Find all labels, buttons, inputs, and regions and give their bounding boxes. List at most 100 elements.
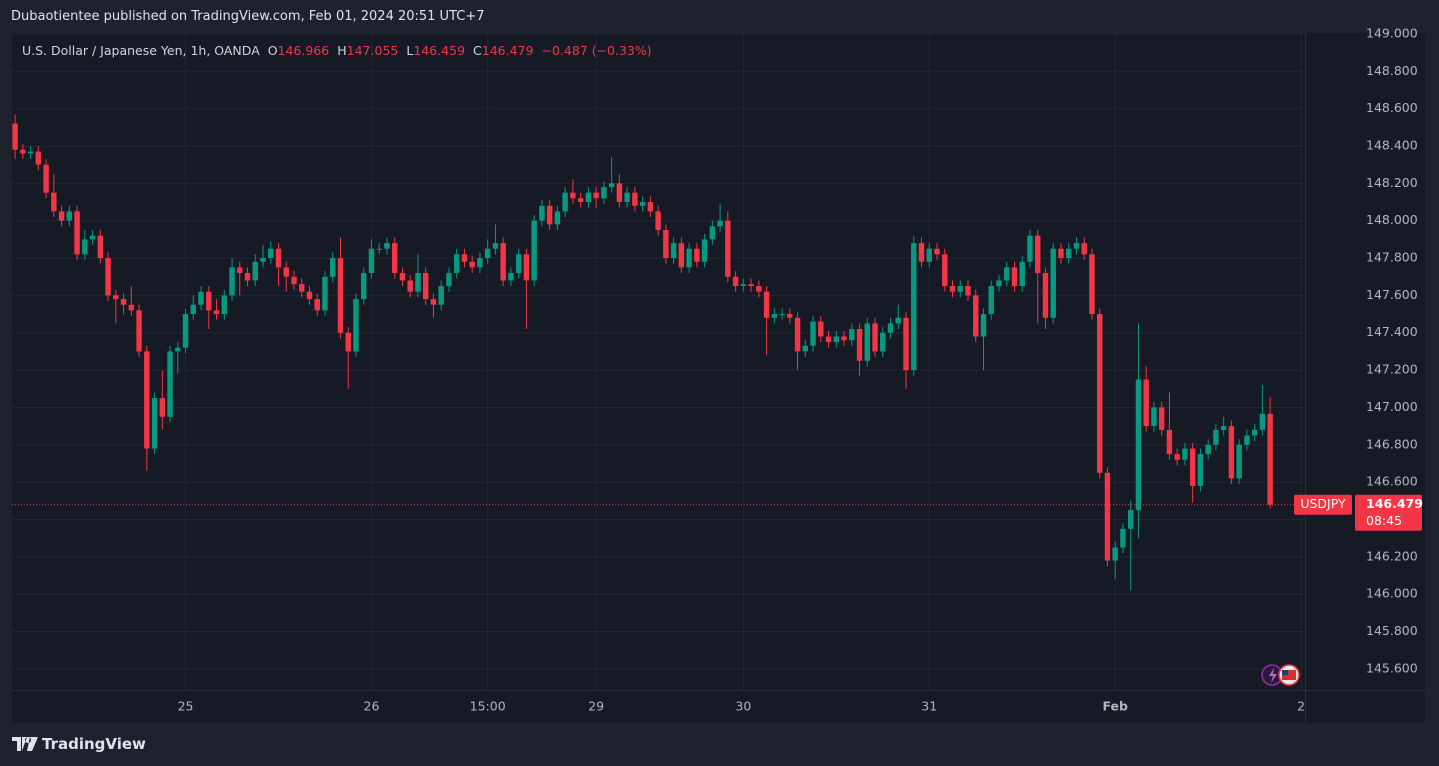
legend-open: 146.966 — [277, 43, 330, 58]
candle-body — [1182, 448, 1188, 460]
candle-body — [330, 258, 336, 277]
candle-body — [1120, 528, 1126, 548]
candle-body — [299, 284, 305, 292]
candle-body — [593, 192, 599, 199]
candle-body — [128, 304, 135, 311]
candle-body — [787, 314, 793, 318]
candle-body — [624, 192, 630, 203]
candle-body — [763, 291, 770, 318]
candle-body — [608, 183, 615, 188]
y-tick-label: 149.000 — [1366, 25, 1418, 40]
candle-body — [872, 323, 878, 352]
x-tick-label: 15:00 — [470, 699, 506, 714]
candle-body — [1205, 444, 1211, 455]
candle-body — [802, 345, 809, 352]
candle-body — [1050, 248, 1056, 318]
chart-pane — [12, 33, 1425, 723]
candle-body — [942, 254, 948, 287]
candle-body — [244, 272, 251, 281]
candle-body — [771, 314, 778, 318]
y-tick-label: 147.600 — [1366, 287, 1418, 302]
candle-body — [1244, 435, 1250, 445]
candle-body — [391, 243, 398, 273]
candle-body — [1228, 426, 1235, 479]
candle-body — [51, 192, 57, 212]
candle-body — [670, 243, 677, 259]
x-tick-label: 25 — [178, 699, 194, 714]
candle-body — [407, 280, 413, 292]
x-tick-label: 29 — [588, 699, 604, 714]
candle-body — [260, 258, 266, 262]
candle-body — [35, 151, 42, 165]
candle-body — [748, 284, 754, 287]
candle-body — [973, 295, 979, 337]
candle-body — [918, 243, 925, 262]
x-tick-label: 2 — [1297, 699, 1305, 714]
candle-body — [1189, 448, 1196, 486]
candle-body — [1096, 314, 1103, 473]
candle-body — [376, 248, 382, 250]
candle-body — [353, 299, 359, 352]
symbol-tag-bg — [1294, 494, 1352, 515]
candle-body — [694, 248, 700, 262]
candle-body — [453, 254, 460, 273]
candle-body — [89, 235, 96, 240]
candle-body — [361, 272, 367, 300]
candle-body — [159, 398, 166, 417]
candle-body — [43, 164, 49, 193]
candle-body — [384, 243, 390, 249]
candle-body — [1042, 272, 1049, 318]
candle-body — [701, 239, 708, 262]
candle-body — [632, 192, 638, 206]
candle-body — [926, 248, 932, 262]
candle-body — [531, 220, 537, 281]
legend-title: U.S. Dollar / Japanese Yen, 1h, OANDA — [22, 43, 260, 58]
candle-body — [562, 192, 568, 212]
y-tick-label: 145.800 — [1366, 623, 1418, 638]
candle-body — [554, 211, 561, 225]
price-tag-bg — [1355, 494, 1422, 531]
candle-body — [1158, 407, 1165, 430]
x-tick-label: Feb — [1102, 699, 1128, 714]
candle-body — [1151, 407, 1157, 427]
y-tick-label: 147.000 — [1366, 399, 1418, 414]
candle-body — [291, 276, 297, 285]
icon-flag-body — [1282, 670, 1296, 680]
candle-body — [438, 286, 444, 305]
candle-body — [500, 243, 506, 281]
candle-body — [1112, 547, 1118, 561]
candle-body — [841, 336, 847, 341]
candle-body — [570, 192, 576, 199]
candle-body — [508, 272, 514, 281]
y-tick-label: 148.000 — [1366, 212, 1418, 227]
y-tick-label: 145.600 — [1366, 660, 1418, 675]
candle-body — [322, 276, 328, 311]
candle-body — [58, 211, 65, 221]
countdown: 08:45 — [1366, 513, 1402, 528]
candle-body — [399, 272, 406, 281]
candle-body — [1259, 413, 1266, 430]
candle-body — [275, 248, 282, 268]
candle-body — [484, 248, 491, 259]
y-tick-label: 146.000 — [1366, 586, 1418, 601]
candle-body — [20, 149, 26, 154]
icon-lightning-glyph — [1269, 668, 1277, 683]
candle-body — [306, 291, 313, 300]
candle-body — [732, 276, 739, 287]
candle-body — [368, 248, 375, 273]
y-tick-label: 148.600 — [1366, 100, 1418, 115]
candle-body — [229, 267, 235, 296]
icon-flag-canton — [1282, 670, 1288, 675]
candle-body — [337, 258, 344, 333]
candle-body — [314, 299, 320, 311]
candle-body — [887, 323, 894, 333]
x-tick-label: 30 — [735, 699, 751, 714]
candle-body — [198, 291, 204, 305]
candle-body — [988, 286, 994, 315]
indicator-icons — [1261, 664, 1300, 686]
candle-body — [934, 248, 940, 255]
legend-h: H — [337, 43, 347, 58]
candle-body — [539, 205, 545, 221]
